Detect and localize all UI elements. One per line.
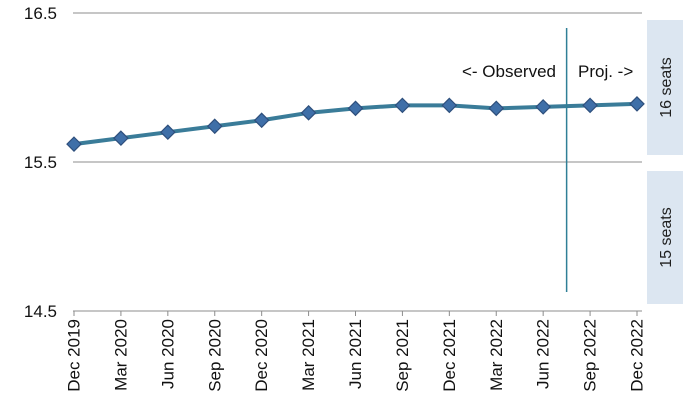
- x-axis-label: Dec 2019: [65, 319, 84, 392]
- x-axis-label: Sep 2020: [205, 319, 224, 392]
- series-marker: [629, 96, 645, 112]
- x-axis-label: Mar 2021: [299, 319, 318, 391]
- series-marker: [113, 130, 129, 147]
- series-marker: [347, 100, 364, 117]
- series-group: [66, 96, 645, 152]
- gridlines-group: [73, 12, 642, 163]
- series-marker: [300, 104, 317, 121]
- y-axis-label: 14.5: [24, 302, 57, 321]
- series-marker: [253, 112, 270, 129]
- x-axis-label: Mar 2022: [487, 319, 506, 391]
- series-marker: [535, 99, 552, 115]
- series-marker: [582, 97, 598, 114]
- series-marker: [441, 97, 458, 114]
- band-15-seats: [647, 171, 683, 304]
- y-axis-labels-group: 14.5 15.5 16.5: [24, 4, 57, 321]
- projection-annotation: Proj. ->: [578, 62, 633, 81]
- y-axis-label: 15.5: [24, 153, 57, 172]
- band-16-seats: [647, 20, 683, 155]
- band-15-seats-label: 15 seats: [658, 207, 675, 267]
- x-axis-labels-group: Dec 2019 Mar 2020 Jun 2020 Sep 2020 Dec 2020…: [65, 319, 647, 392]
- y-axis-label: 16.5: [24, 4, 57, 23]
- x-axis-label: Sep 2022: [581, 319, 600, 392]
- series-marker: [66, 136, 82, 152]
- x-axis-group: [73, 310, 642, 316]
- x-axis-label: Dec 2022: [628, 319, 647, 392]
- x-axis-label: Dec 2021: [440, 319, 459, 392]
- series-marker: [159, 124, 176, 141]
- band-16-seats-label: 16 seats: [658, 57, 675, 117]
- observed-annotation: <- Observed: [462, 62, 556, 81]
- x-axis-label: Jun 2020: [158, 319, 177, 389]
- x-axis-label: Dec 2020: [252, 319, 271, 392]
- series-marker: [394, 97, 411, 114]
- x-axis-label: Jun 2021: [346, 319, 365, 389]
- series-marker: [488, 100, 505, 117]
- x-axis-label: Jun 2022: [534, 319, 553, 389]
- x-axis-label: Sep 2021: [393, 319, 412, 392]
- x-axis-label: Mar 2020: [111, 319, 130, 391]
- series-marker: [206, 118, 223, 135]
